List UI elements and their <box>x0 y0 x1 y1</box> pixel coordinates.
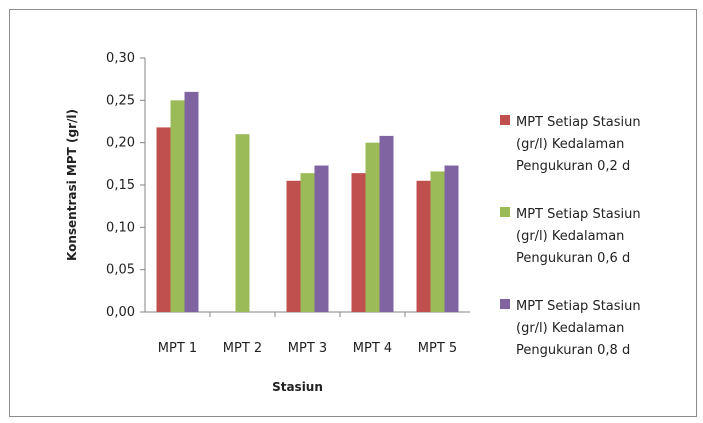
legend: MPT Setiap Stasiun (gr/l) Kedalaman Penguk… <box>500 115 641 358</box>
y-tick-labels: 0,00 0,05 0,10 0,15 0,20 0,25 0,30 <box>106 51 145 320</box>
y-tick-label: 0,20 <box>106 136 135 151</box>
legend-swatch-3 <box>500 299 510 309</box>
y-tick-label: 0,00 <box>106 305 135 320</box>
bar-mpt4-s1 <box>351 173 366 312</box>
legend-swatch-1 <box>500 115 510 125</box>
bar-mpt1-s1 <box>156 127 171 312</box>
bar-mpt2-s2 <box>235 134 250 312</box>
x-tick-label: MPT 4 <box>353 341 392 356</box>
y-axis-title: Konsentrasi MPT (gr/l) <box>65 109 79 261</box>
x-tick-labels: MPT 1 MPT 2 MPT 3 MPT 4 MPT 5 <box>158 312 457 356</box>
bars <box>156 91 459 312</box>
bar-mpt4-s3 <box>379 135 394 312</box>
bar-mpt3-s1 <box>286 180 301 312</box>
y-tick-label: 0,05 <box>106 263 135 278</box>
y-tick-label: 0,25 <box>106 93 135 108</box>
legend-swatch-2 <box>500 207 510 217</box>
x-tick-label: MPT 2 <box>223 341 262 356</box>
bar-mpt5-s3 <box>444 165 459 312</box>
bar-mpt3-s3 <box>314 165 329 312</box>
legend-label-3: MPT Setiap Stasiun (gr/l) Kedalaman Penguk… <box>516 299 641 358</box>
legend-label-1: MPT Setiap Stasiun (gr/l) Kedalaman Penguk… <box>516 115 641 174</box>
bar-mpt3-s2 <box>300 173 315 312</box>
x-tick-label: MPT 3 <box>288 341 327 356</box>
x-tick-label: MPT 1 <box>158 341 197 356</box>
bar-mpt4-s2 <box>365 142 380 312</box>
x-axis-title: Stasiun <box>272 380 323 394</box>
x-tick-label: MPT 5 <box>418 341 457 356</box>
y-tick-label: 0,15 <box>106 178 135 193</box>
bar-mpt5-s1 <box>416 180 431 312</box>
y-tick-label: 0,10 <box>106 220 135 235</box>
bar-mpt5-s2 <box>430 171 445 312</box>
legend-label-2: MPT Setiap Stasiun (gr/l) Kedalaman Penguk… <box>516 207 641 266</box>
bar-mpt1-s3 <box>184 91 199 312</box>
bar-mpt1-s2 <box>170 100 185 312</box>
y-tick-label: 0,30 <box>106 51 135 66</box>
